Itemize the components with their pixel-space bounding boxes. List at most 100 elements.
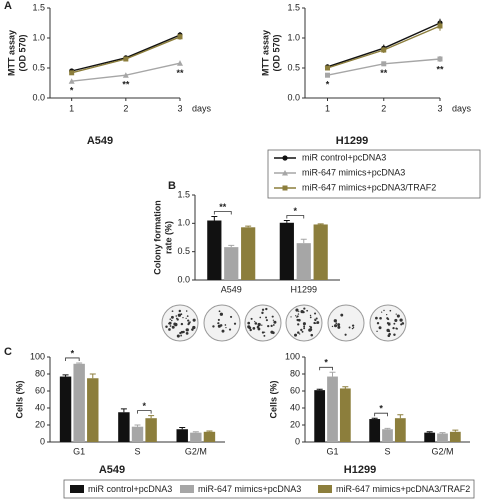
bar [241,227,256,280]
colony [303,327,306,330]
colony [302,322,306,326]
bar [176,429,188,442]
colony [229,315,233,318]
error-bar [120,408,127,413]
significance-label: ** [380,68,388,78]
y-tick-label: 1.5 [32,2,45,12]
colony [315,322,317,324]
significance-label: * [71,348,75,358]
error-bar [439,432,446,434]
bar [313,224,328,280]
legend-marker [282,185,288,191]
colony [297,331,300,334]
colony [296,318,299,322]
colony [217,322,220,325]
point [123,56,129,62]
colony [175,315,178,317]
legend-label: miR-647 mimics+pcDNA3 [198,484,301,494]
significance-label: ** [436,64,444,74]
point [437,56,443,62]
colony [265,319,268,322]
colony [218,310,221,313]
panel-letter: B [168,180,176,192]
colony [290,316,292,318]
bar [339,388,351,442]
colony [257,322,261,327]
legend-box [267,149,481,199]
y-tick-label: 100 [285,351,300,361]
colony [178,309,182,313]
colony [168,328,171,331]
colony [224,324,227,326]
y-axis-label: MTT assay [6,30,16,76]
colony [393,322,396,325]
colony [381,311,383,313]
bar [87,378,99,442]
colony [337,323,341,327]
colony [303,307,306,310]
colony [333,319,337,323]
y-tick-label: 0.5 [287,62,300,72]
bar [145,418,157,442]
colony [265,307,268,311]
colony [298,310,300,313]
bar [296,243,311,280]
colony [386,313,388,316]
x-tick-label: A549 [221,284,242,294]
colony [302,310,305,314]
y-tick-label: 0.5 [32,62,45,72]
x-tick-label: S [134,446,140,456]
x-tick-label: S [384,446,390,456]
point [69,70,75,76]
colony [233,322,237,325]
legend-label: miR control+pcDNA3 [88,484,172,494]
panel-letter: C [4,346,12,358]
legend-swatch [318,485,332,493]
y-axis-label: Colony formation [152,200,162,275]
error-bar [89,373,96,379]
error-bar [62,374,69,377]
colony [185,328,189,332]
colony [274,321,276,324]
bar [207,220,222,280]
x-tick-label: G2/M [185,446,207,456]
colony [177,313,182,317]
bar [437,433,448,442]
colony [191,329,194,331]
colony [309,314,312,317]
legend-marker [282,155,288,161]
colony [315,317,318,320]
chart-title: H1299 [344,464,376,476]
significance-label: * [294,206,298,216]
chart-title: A549 [87,135,113,147]
error-bar [179,427,186,430]
bar [131,426,144,442]
colony [389,309,392,312]
colony [192,325,196,330]
colony [171,310,174,313]
legend-label: miR-647 mimics+pcDNA3/TRAF2 [302,182,436,192]
colony [261,311,264,315]
colony [263,334,266,337]
y-axis-label: rate (%) [163,221,173,254]
colony [180,330,184,334]
bar [224,247,239,280]
significance-bracket [137,410,152,414]
colony [296,315,299,318]
colony [175,317,178,320]
y-tick-label: 0.5 [177,246,190,256]
y-tick-label: 1.0 [177,218,190,228]
series-line [71,34,181,72]
point [177,34,183,40]
error-bar [426,431,433,433]
x-tick-label: G1 [73,446,85,456]
colony [219,324,223,327]
error-bar [317,223,324,225]
colony [310,333,314,337]
bar [382,429,393,442]
bar [118,412,130,442]
y-tick-label: 0.0 [32,92,45,102]
error-bar [245,225,252,228]
y-tick-label: 20 [290,419,300,429]
